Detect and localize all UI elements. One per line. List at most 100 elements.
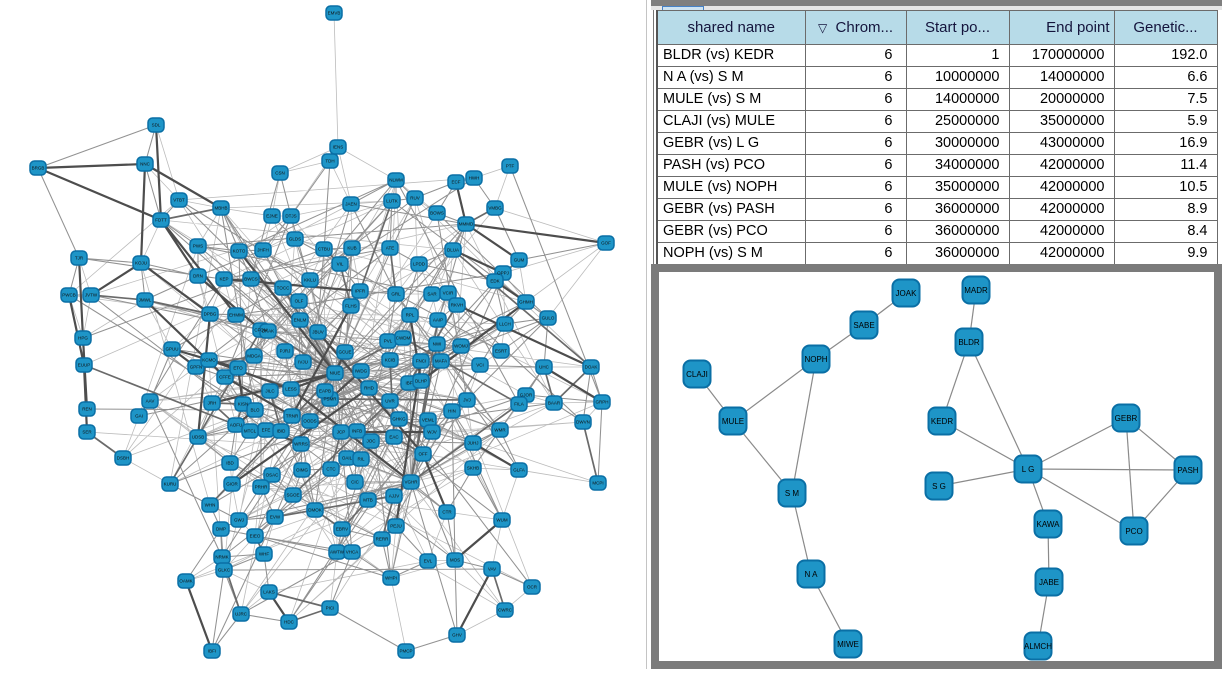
- svg-text:CTR: CTR: [442, 510, 452, 515]
- svg-text:DKAK: DKAK: [262, 329, 274, 334]
- svg-text:SGOE: SGOE: [286, 493, 299, 498]
- svg-text:AWTW: AWTW: [330, 550, 345, 555]
- svg-text:GEBR: GEBR: [1115, 414, 1138, 423]
- svg-text:PJRJ: PJRJ: [280, 349, 291, 354]
- svg-text:EHMM: EHMM: [229, 313, 243, 318]
- svg-text:PTF: PTF: [506, 164, 515, 169]
- svg-text:EVL: EVL: [424, 559, 433, 564]
- svg-text:MOS: MOS: [450, 558, 460, 563]
- svg-text:VHCA: VHCA: [346, 550, 359, 555]
- svg-text:SDL: SDL: [152, 123, 161, 128]
- svg-text:PICI: PICI: [326, 606, 335, 611]
- svg-text:UVR: UVR: [385, 399, 395, 404]
- svg-text:BAAR: BAAR: [548, 401, 561, 406]
- svg-text:EUUP: EUUP: [78, 363, 91, 368]
- svg-text:GPUU: GPUU: [165, 347, 178, 352]
- svg-text:JABE: JABE: [1039, 578, 1059, 587]
- svg-text:MBHB: MBHB: [214, 206, 227, 211]
- svg-text:JMWL: JMWL: [139, 298, 152, 303]
- svg-text:NNC: NNC: [140, 162, 150, 167]
- svg-text:GRPH: GRPH: [595, 400, 608, 405]
- svg-text:S G: S G: [932, 482, 946, 491]
- svg-text:MTB: MTB: [363, 498, 373, 503]
- svg-text:GOF: GOF: [601, 241, 611, 246]
- svg-text:DMP: DMP: [216, 527, 226, 532]
- svg-text:PRHR: PRHR: [255, 485, 269, 490]
- svg-text:DLUA: DLUA: [447, 248, 459, 253]
- svg-text:ECF: ECF: [452, 180, 461, 185]
- svg-text:ENLM: ENLM: [294, 318, 307, 323]
- svg-text:JOC: JOC: [367, 439, 377, 444]
- svg-text:EAC: EAC: [389, 435, 399, 440]
- svg-text:MIWE: MIWE: [837, 640, 859, 649]
- svg-text:FNCI: FNCI: [416, 359, 427, 364]
- svg-text:GHV: GHV: [452, 633, 462, 638]
- svg-text:CTC: CTC: [326, 467, 336, 472]
- svg-text:GJOR: GJOR: [520, 393, 533, 398]
- svg-text:DSBH: DSBH: [117, 456, 130, 461]
- svg-text:JVJ: JVJ: [463, 398, 471, 403]
- svg-text:GLKC: GLKC: [218, 568, 231, 573]
- svg-text:MADR: MADR: [964, 286, 988, 295]
- svg-text:LLCH: LLCH: [499, 322, 511, 327]
- svg-text:KEP: KEP: [219, 277, 228, 282]
- svg-text:EJNE: EJNE: [266, 214, 278, 219]
- svg-text:HWH: HWH: [469, 176, 480, 181]
- svg-text:HIN: HIN: [448, 409, 456, 414]
- svg-text:UDSB: UDSB: [192, 435, 205, 440]
- svg-text:NIUE: NIUE: [330, 371, 341, 376]
- svg-text:OAMK: OAMK: [179, 579, 192, 584]
- svg-text:EVW: EVW: [270, 515, 281, 520]
- svg-text:ALMCH: ALMCH: [1024, 642, 1052, 651]
- svg-text:NOPH: NOPH: [804, 355, 827, 364]
- svg-text:OFF: OFF: [419, 452, 428, 457]
- svg-text:PCO: PCO: [1125, 527, 1142, 536]
- svg-text:WRRS: WRRS: [294, 442, 308, 447]
- svg-text:AJJV: AJJV: [389, 494, 400, 499]
- svg-text:CWDM: CWDM: [396, 336, 411, 341]
- svg-text:JVTW: JVTW: [85, 293, 98, 298]
- svg-text:KEDR: KEDR: [931, 417, 953, 426]
- svg-text:KURU: KURU: [164, 482, 177, 487]
- svg-text:LUTK: LUTK: [386, 199, 398, 204]
- svg-text:GUM: GUM: [514, 258, 525, 263]
- svg-text:LPDD: LPDD: [413, 262, 426, 267]
- svg-text:LESS: LESS: [285, 387, 297, 392]
- svg-text:GRL: GRL: [391, 292, 401, 297]
- svg-text:GHMH: GHMH: [519, 300, 533, 305]
- svg-text:RHD: RHD: [364, 386, 374, 391]
- svg-text:SER: SER: [82, 430, 92, 435]
- svg-text:VCIR: VCIR: [443, 291, 455, 296]
- svg-text:WOMJ: WOMJ: [454, 344, 468, 349]
- svg-text:PEJU: PEJU: [390, 524, 402, 529]
- svg-text:GULO: GULO: [542, 316, 555, 321]
- svg-text:N A: N A: [805, 570, 819, 579]
- svg-text:OPPJ: OPPJ: [497, 271, 509, 276]
- svg-text:SAR: SAR: [427, 292, 437, 297]
- svg-text:WHF: WHF: [259, 552, 269, 557]
- svg-text:UJRC: UJRC: [235, 612, 248, 617]
- svg-text:OSAC: OSAC: [266, 473, 280, 478]
- svg-text:CWRC: CWRC: [498, 608, 513, 613]
- svg-text:GAI: GAI: [135, 414, 143, 419]
- svg-text:UHC: UHC: [539, 365, 549, 370]
- svg-text:MCPI: MCPI: [592, 481, 603, 486]
- svg-text:FILA: FILA: [514, 402, 524, 407]
- svg-text:NWI: NWI: [433, 342, 442, 347]
- svg-text:DRN: DRN: [193, 274, 203, 279]
- svg-text:GHKG: GHKG: [392, 417, 406, 422]
- svg-text:HDC: HDC: [284, 620, 294, 625]
- svg-text:RIL: RIL: [357, 457, 365, 462]
- svg-text:JOAK: JOAK: [896, 289, 918, 298]
- svg-text:OLF: OLF: [295, 299, 304, 304]
- svg-text:REN: REN: [82, 407, 92, 412]
- svg-text:WMR: WMR: [494, 428, 506, 433]
- svg-text:KKLU: KKLU: [304, 278, 316, 283]
- svg-text:PMCP: PMCP: [399, 649, 412, 654]
- svg-text:MTCL: MTCL: [244, 429, 257, 434]
- svg-text:AAIP: AAIP: [433, 318, 443, 323]
- svg-text:IBID: IBID: [277, 429, 287, 434]
- svg-text:PVL: PVL: [384, 339, 393, 344]
- svg-text:CFOM: CFOM: [254, 328, 267, 333]
- svg-text:FLHS: FLHS: [345, 304, 357, 309]
